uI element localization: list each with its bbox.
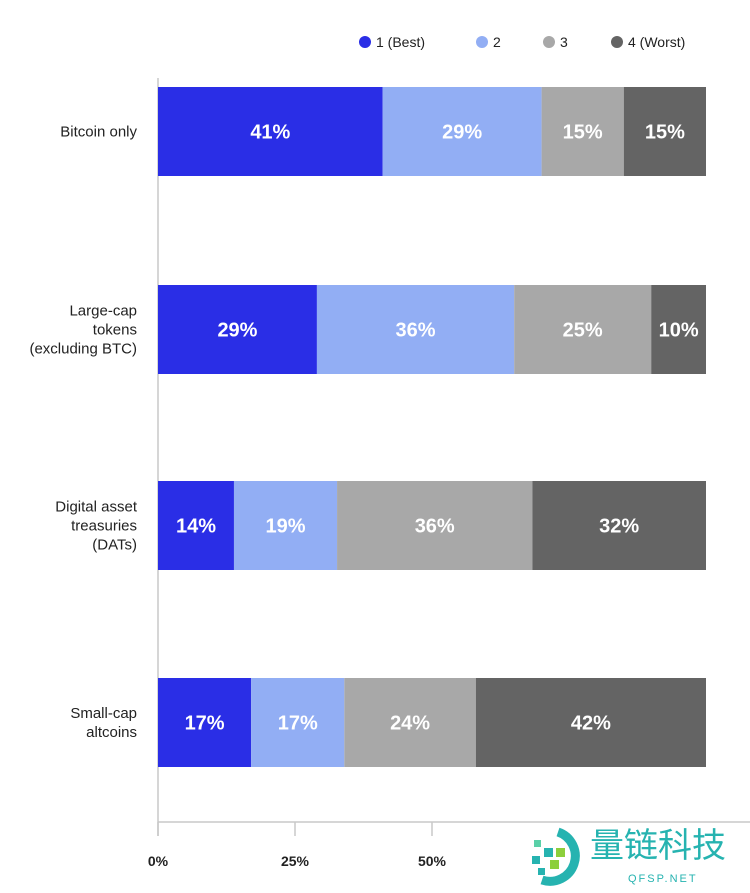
category-label: tokens [93,322,137,339]
bar-segment [382,87,542,176]
data-label: 29% [442,122,482,144]
data-label: 36% [415,516,455,538]
legend-marker-icon [359,36,371,48]
bar-segment [233,481,338,570]
legend-label: 3 [560,34,568,50]
category-label: treasuries [71,518,137,535]
bar-segment [651,285,706,374]
category-label: (excluding BTC) [29,341,137,358]
data-label: 14% [176,516,216,538]
data-label: 17% [278,713,318,735]
category-label: Large-cap [69,303,137,320]
category-label: Digital asset [55,499,138,516]
bar-segment [316,285,515,374]
x-tick-label: 0% [148,853,169,869]
category-label: (DATs) [92,537,137,554]
data-label: 15% [563,122,603,144]
data-label: 25% [563,320,603,342]
legend-marker-icon [476,36,488,48]
category-label: altcoins [86,724,137,741]
watermark: 量链科技 QFSP.NET [528,826,750,890]
data-label: 36% [396,320,436,342]
data-label: 32% [599,516,639,538]
watermark-subtext: QFSP.NET [628,873,698,885]
bar-segment [623,87,706,176]
data-label: 17% [185,713,225,735]
legend-label: 1 (Best) [376,34,425,50]
bar-segment [514,285,652,374]
category-label: Small-cap [70,705,137,722]
data-label: 15% [645,122,685,144]
bar-segment [158,87,383,176]
x-tick-label: 50% [418,853,447,869]
legend-marker-icon [543,36,555,48]
watermark-logo-icon [532,827,580,886]
data-label: 19% [265,516,305,538]
bar-segment [337,481,533,570]
bar-segment [158,678,252,767]
bar-segment [251,678,345,767]
data-label: 24% [390,713,430,735]
bar-segment [475,678,706,767]
data-label: 41% [250,122,290,144]
watermark-text: 量链科技 [590,826,726,866]
bar-segment [532,481,706,570]
category-label: Bitcoin only [60,124,137,141]
bar-segment [541,87,624,176]
data-label: 29% [217,320,257,342]
data-label: 42% [571,713,611,735]
data-label: 10% [659,320,699,342]
legend-label: 2 [493,34,501,50]
bar-segment [158,285,317,374]
legend-label: 4 (Worst) [628,34,685,50]
legend-marker-icon [611,36,623,48]
bar-segment [344,678,476,767]
x-tick-label: 25% [281,853,310,869]
bar-segment [158,481,234,570]
